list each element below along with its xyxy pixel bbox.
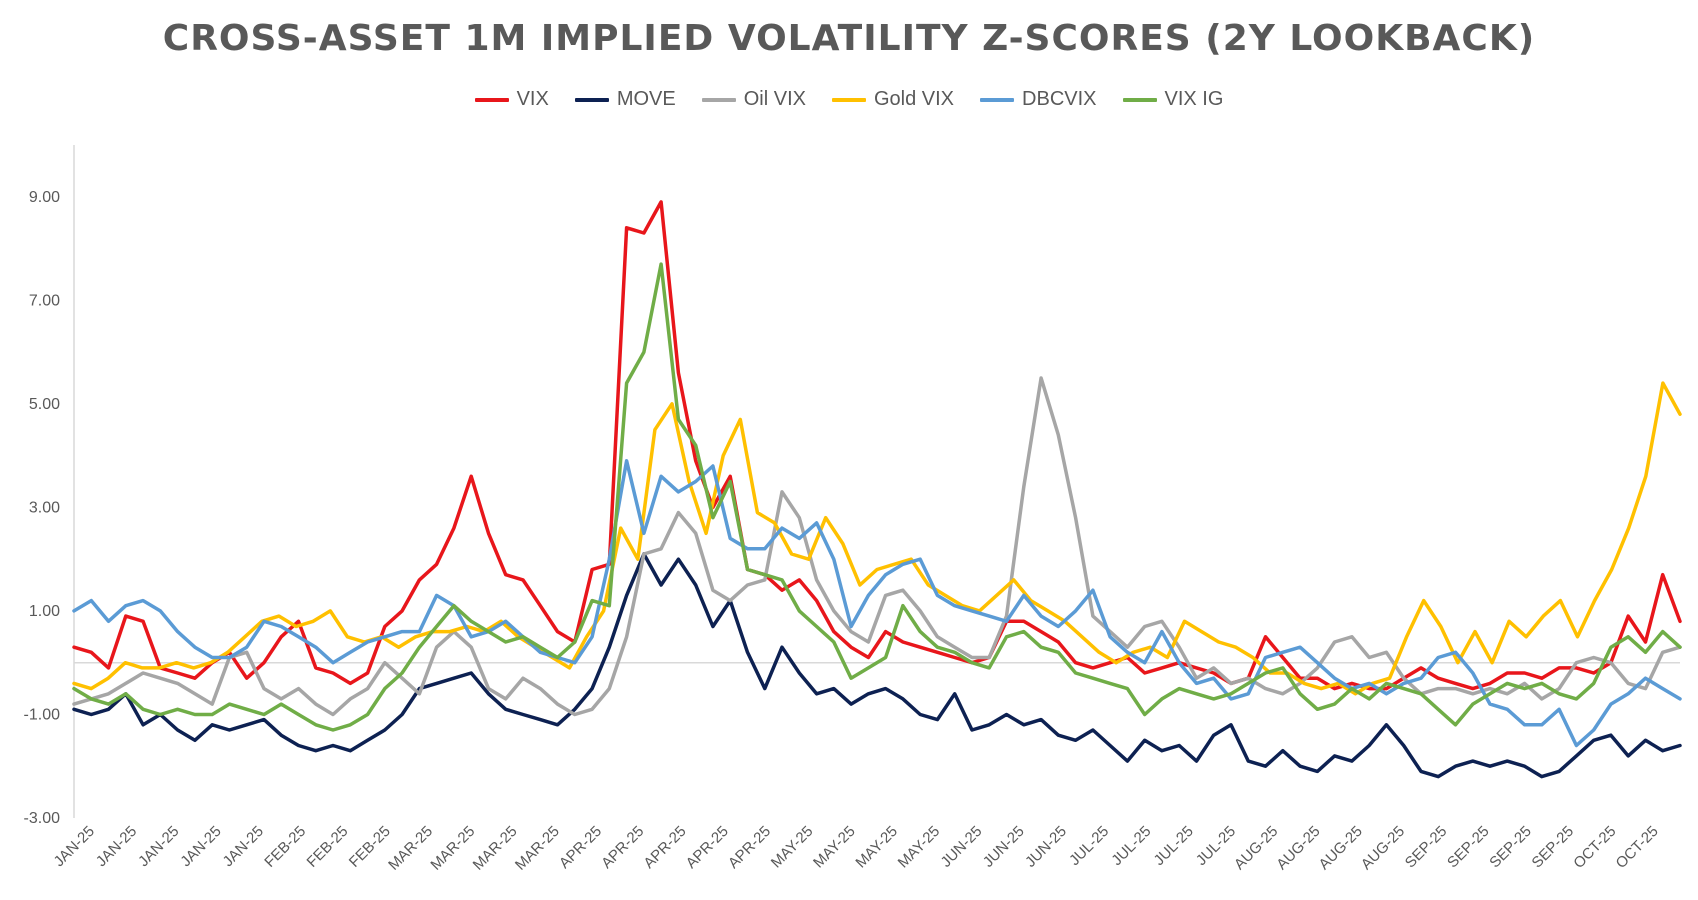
- x-tick-label: JAN-25: [177, 823, 224, 870]
- x-tick-label: JAN-25: [135, 823, 182, 870]
- x-tick-label: MAR-25: [470, 823, 521, 874]
- legend-item: VIX IG: [1122, 88, 1224, 111]
- x-tick-label: MAY-25: [768, 823, 817, 872]
- x-tick-label: JAN-25: [220, 823, 267, 870]
- series-line-dbcvix: [72, 459, 1682, 748]
- x-tick-label: AUG-25: [1231, 823, 1281, 873]
- legend-item: MOVE: [574, 88, 676, 111]
- y-tick-label: 3.00: [29, 499, 60, 516]
- x-tick-label: APR-25: [640, 823, 689, 872]
- x-tick-label: MAY-25: [852, 823, 901, 872]
- x-tick-label: JAN-25: [51, 823, 98, 870]
- y-tick-label: 5.00: [29, 396, 60, 413]
- x-tick-label: JUN-25: [938, 823, 986, 871]
- legend-item: Oil VIX: [701, 88, 806, 111]
- x-tick-label: MAY-25: [895, 823, 944, 872]
- series-line-move: [72, 552, 1682, 779]
- series-line-gold-vix: [72, 381, 1682, 696]
- x-tick-label: JUL-25: [1108, 823, 1154, 869]
- x-tick-label: AUG-25: [1358, 823, 1408, 873]
- y-tick-label: -3.00: [24, 810, 61, 827]
- legend-label: Gold VIX: [873, 88, 955, 110]
- x-tick-label: MAR-25: [385, 823, 436, 874]
- x-tick-label: APR-25: [725, 823, 774, 872]
- x-tick-label: FEB-25: [261, 823, 309, 871]
- legend-swatch: [831, 97, 866, 102]
- x-tick-label: SEP-25: [1444, 823, 1493, 872]
- chart-title: CROSS-ASSET 1M IMPLIED VOLATILITY Z-SCOR…: [162, 18, 1536, 59]
- legend-label: MOVE: [616, 88, 676, 110]
- x-tick-label: OCT-25: [1570, 823, 1619, 872]
- x-tick-label: FEB-25: [304, 823, 352, 871]
- legend-item: Gold VIX: [831, 88, 955, 111]
- legend-item: DBCVIX: [980, 88, 1097, 111]
- x-tick-label: OCT-25: [1613, 823, 1662, 872]
- x-tick-label: AUG-25: [1316, 823, 1366, 873]
- x-tick-label: MAY-25: [810, 823, 859, 872]
- x-tick-label: MAR-25: [512, 823, 563, 874]
- legend-label: DBCVIX: [1022, 88, 1097, 110]
- legend-label: VIX: [516, 88, 549, 110]
- legend-swatch: [1122, 97, 1157, 102]
- x-tick-label: SEP-25: [1402, 823, 1451, 872]
- x-tick-label: JUL-25: [1066, 823, 1112, 869]
- x-tick-label: MAR-25: [427, 823, 478, 874]
- legend-label: VIX IG: [1164, 88, 1224, 110]
- series-line-vix-ig: [72, 262, 1682, 732]
- series-line-oil-vix: [72, 376, 1682, 717]
- legend: VIX MOVE Oil VIX Gold VIX DBCVIX VIX IG: [0, 88, 1698, 111]
- x-tick-label: SEP-25: [1529, 823, 1578, 872]
- legend-label: Oil VIX: [743, 88, 806, 110]
- x-tick-label: JUN-25: [980, 823, 1028, 871]
- x-tick-label: JUL-25: [1151, 823, 1197, 869]
- series-line-vix: [72, 200, 1682, 691]
- x-tick-label: APR-25: [556, 823, 605, 872]
- legend-swatch: [701, 97, 736, 102]
- legend-swatch: [574, 97, 609, 102]
- legend-swatch: [474, 97, 509, 102]
- legend-item: VIX: [474, 88, 549, 111]
- y-tick-label: 7.00: [29, 292, 60, 309]
- legend-swatch: [980, 97, 1015, 102]
- x-tick-label: JUN-25: [1022, 823, 1070, 871]
- x-tick-label: APR-25: [598, 823, 647, 872]
- y-tick-label: 1.00: [29, 603, 60, 620]
- x-tick-label: APR-25: [683, 823, 732, 872]
- x-tick-label: SEP-25: [1486, 823, 1535, 872]
- x-tick-label: JAN-25: [93, 823, 140, 870]
- y-tick-label: -1.00: [24, 706, 61, 723]
- y-tick-label: 9.00: [29, 189, 60, 206]
- x-tick-label: AUG-25: [1273, 823, 1323, 873]
